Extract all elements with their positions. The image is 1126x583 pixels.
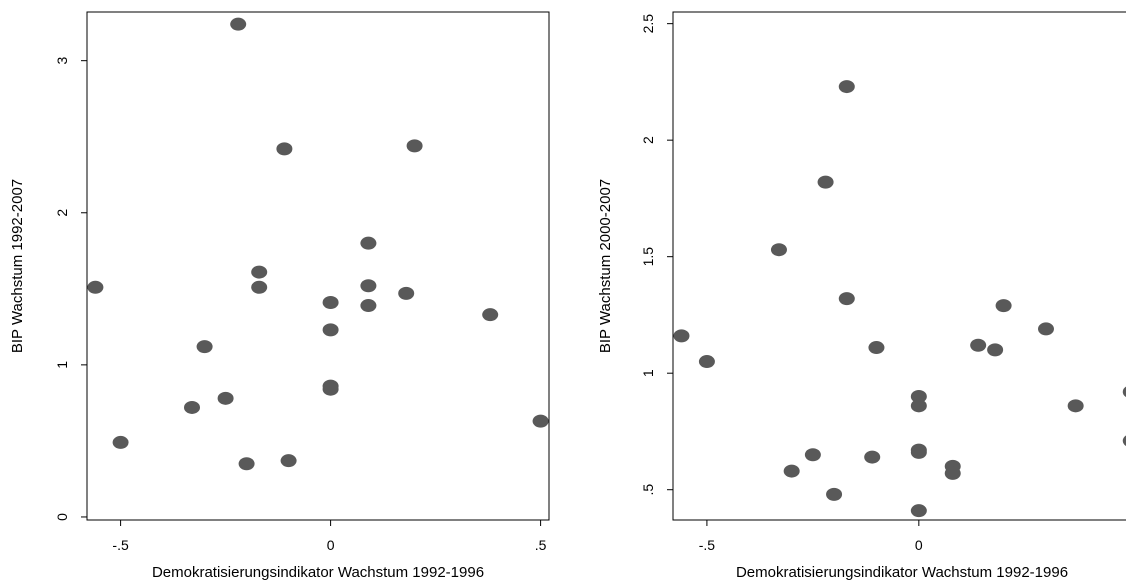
data-point bbox=[1067, 399, 1084, 413]
x-tick-label: 0 bbox=[915, 537, 923, 553]
data-point bbox=[322, 323, 339, 337]
data-point bbox=[868, 341, 885, 355]
x-tick-label: .5 bbox=[1125, 537, 1126, 553]
data-point bbox=[838, 80, 855, 94]
data-point bbox=[322, 382, 339, 396]
data-point bbox=[251, 280, 268, 294]
data-point bbox=[1122, 435, 1126, 446]
y-tick-label: 1 bbox=[54, 361, 70, 369]
y-tick-label: 3 bbox=[54, 57, 70, 65]
data-point bbox=[864, 450, 881, 464]
data-point bbox=[87, 280, 104, 294]
right-x-axis: -.5 0 .5 bbox=[699, 520, 1126, 553]
data-point bbox=[826, 487, 843, 501]
data-point bbox=[112, 435, 129, 449]
right-y-axis: .5 1 1.5 2 2.5 bbox=[640, 14, 673, 496]
data-point bbox=[838, 292, 855, 306]
y-tick-label: 1.5 bbox=[640, 247, 656, 267]
right-y-axis-title: BIP Wachstum 2000-2007 bbox=[597, 179, 614, 353]
left-y-axis-title: BIP Wachstum 1992-2007 bbox=[9, 179, 26, 353]
left-y-axis: 0 1 2 3 bbox=[54, 57, 87, 521]
y-tick-label: 1 bbox=[640, 369, 656, 377]
data-point bbox=[910, 399, 927, 413]
data-point bbox=[322, 296, 339, 310]
data-point bbox=[1122, 386, 1126, 398]
data-point bbox=[910, 504, 927, 518]
data-point bbox=[804, 448, 821, 462]
x-tick-label: -.5 bbox=[699, 537, 716, 553]
y-tick-label: 2.5 bbox=[640, 14, 656, 34]
data-point bbox=[1037, 322, 1054, 336]
data-point bbox=[280, 454, 297, 468]
data-point bbox=[783, 464, 800, 478]
x-tick-label: .5 bbox=[535, 537, 547, 553]
x-tick-label: -.5 bbox=[112, 537, 129, 553]
data-point bbox=[184, 400, 200, 414]
x-tick-label: 0 bbox=[327, 537, 335, 553]
data-point bbox=[230, 17, 247, 31]
data-point bbox=[398, 286, 415, 300]
y-tick-label: 0 bbox=[54, 513, 70, 521]
data-point bbox=[944, 466, 961, 480]
data-point bbox=[770, 243, 787, 257]
data-point bbox=[817, 175, 834, 189]
right-x-axis-title: Demokratisierungsindikator Wachstum 1992… bbox=[736, 564, 1068, 581]
left-x-axis-title: Demokratisierungsindikator Wachstum 1992… bbox=[152, 564, 484, 581]
data-point bbox=[698, 355, 715, 369]
data-point bbox=[238, 457, 255, 471]
data-point bbox=[987, 343, 1004, 357]
y-tick-label: .5 bbox=[640, 484, 656, 496]
left-scatter-panel: 0 1 2 3 -.5 0 .5 Demokratisierungsindikator W… bbox=[9, 11, 550, 581]
y-tick-label: 2 bbox=[54, 209, 70, 217]
right-plot-frame bbox=[672, 11, 1126, 521]
data-point bbox=[482, 308, 499, 322]
right-scatter-panel: .5 1 1.5 2 2.5 -.5 0 .5 Demokratisierungsindik… bbox=[597, 11, 1126, 581]
left-plot-frame bbox=[86, 11, 550, 521]
data-point bbox=[251, 265, 268, 279]
data-point bbox=[995, 299, 1012, 313]
data-point bbox=[196, 340, 213, 354]
data-point bbox=[970, 338, 987, 352]
left-data-points bbox=[87, 17, 549, 471]
left-x-axis: -.5 0 .5 bbox=[112, 520, 547, 553]
right-data-points bbox=[673, 80, 1126, 518]
data-point bbox=[360, 236, 377, 250]
data-point bbox=[910, 389, 927, 403]
data-point bbox=[673, 329, 690, 343]
y-tick-label: 2 bbox=[640, 136, 656, 144]
data-point bbox=[276, 142, 293, 156]
data-point bbox=[532, 414, 549, 428]
data-point bbox=[217, 391, 234, 405]
data-point bbox=[910, 445, 927, 459]
data-point bbox=[406, 139, 423, 153]
data-point bbox=[360, 299, 377, 313]
data-point bbox=[360, 279, 377, 293]
